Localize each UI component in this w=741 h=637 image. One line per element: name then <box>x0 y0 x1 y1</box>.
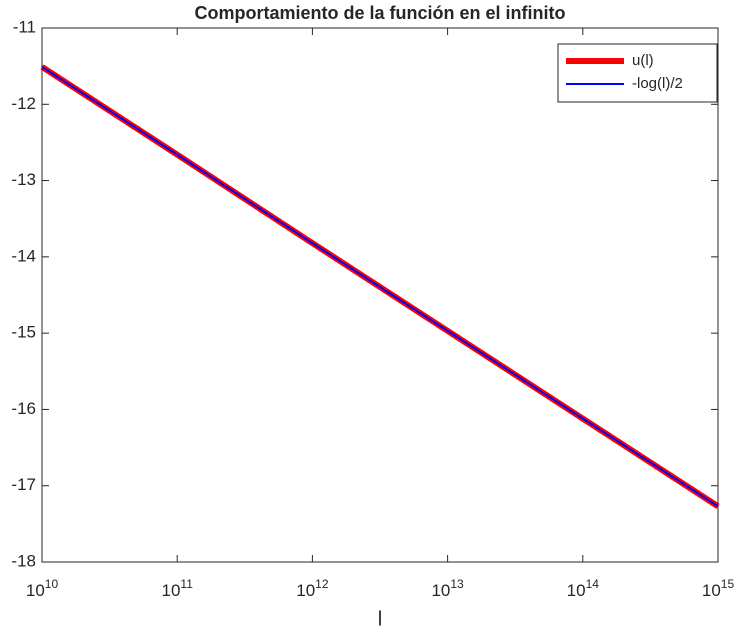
y-tick-label: -15 <box>11 323 36 342</box>
y-tick-label: -12 <box>11 94 36 113</box>
axes-box <box>41 27 719 563</box>
legend-label: -log(l)/2 <box>632 75 683 92</box>
x-tick-label: 1011 <box>162 577 194 600</box>
y-tick-label: -18 <box>11 551 36 570</box>
chart-title: Comportamiento de la función en el infin… <box>194 3 565 23</box>
y-tick-label: -11 <box>13 17 36 36</box>
legend-box <box>557 43 718 103</box>
x-tick-label: 1015 <box>702 577 735 600</box>
line-series <box>41 66 719 508</box>
x-tick-label: 1014 <box>567 577 600 600</box>
x-tick-label: 1010 <box>26 577 59 600</box>
y-tick-label: -14 <box>11 246 36 265</box>
legend-label: u(l) <box>632 52 654 69</box>
y-tick-label: -13 <box>11 170 36 189</box>
y-tick-label: -17 <box>11 475 36 494</box>
x-tick-label: 1013 <box>431 577 464 600</box>
x-axis-label: l <box>378 608 382 630</box>
y-tick-label: -16 <box>11 399 36 418</box>
x-tick-label: 1012 <box>296 577 329 600</box>
